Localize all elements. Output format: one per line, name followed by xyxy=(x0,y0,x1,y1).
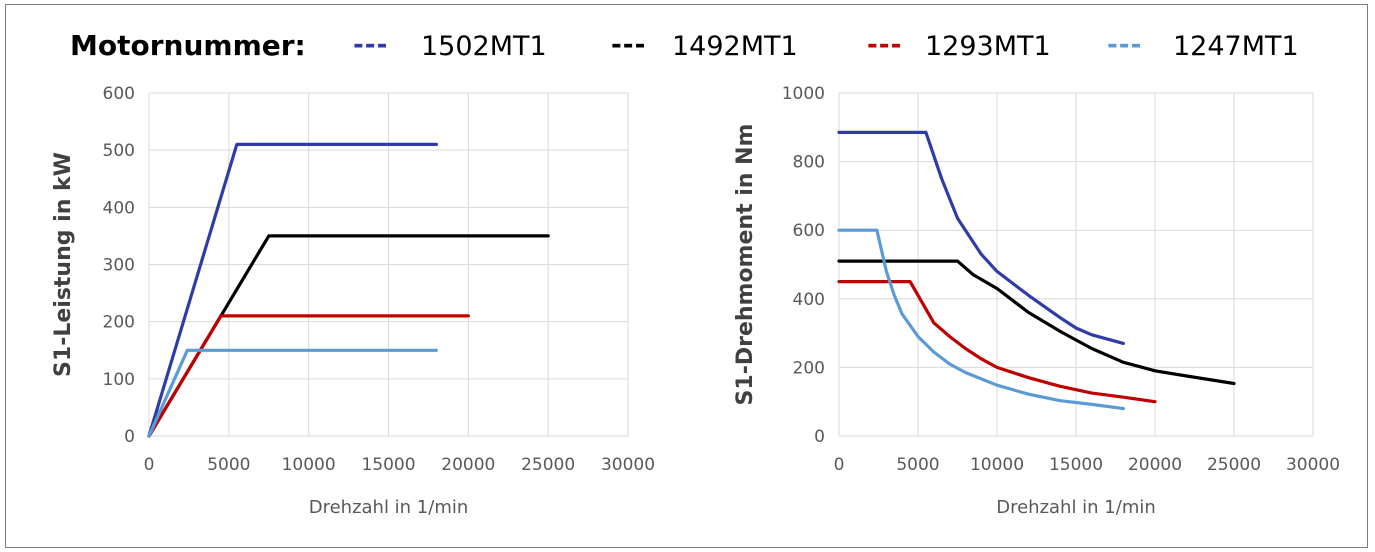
power-ytick-label: 500 xyxy=(103,141,135,161)
torque-xtick-label: 20000 xyxy=(1128,455,1182,475)
power-ytick-label: 200 xyxy=(103,313,135,333)
power-xtick-label: 10000 xyxy=(282,455,336,475)
power-series-1247MT1 xyxy=(147,348,438,438)
chart-frame xyxy=(5,4,1368,548)
legend-label-1293MT1: 1293MT1 xyxy=(925,31,1051,62)
torque-xtick-label: 10000 xyxy=(970,455,1024,475)
legend-swatch-1492MT1: --- xyxy=(611,30,647,60)
torque-series-1293MT1 xyxy=(837,280,1157,404)
torque-xtick-label: 5000 xyxy=(896,455,939,475)
torque-ytick-label: 0 xyxy=(814,427,825,447)
power-ytick-label: 100 xyxy=(103,370,135,390)
legend-label-1492MT1: 1492MT1 xyxy=(672,31,798,62)
torque-series-1247MT1 xyxy=(837,228,1126,411)
power-ytick-label: 0 xyxy=(124,427,135,447)
power-xtick-label: 25000 xyxy=(521,455,575,475)
torque-ytick-label: 400 xyxy=(793,290,825,310)
legend: Motornummer: --- 1502MT1 --- 1492MT1 ---… xyxy=(0,0,1375,80)
power-series-1293MT1 xyxy=(147,314,470,438)
legend-swatch-1247MT1: --- xyxy=(1107,30,1143,60)
power-x-axis-title: Drehzahl in 1/min xyxy=(309,497,469,518)
power-ytick-label: 600 xyxy=(103,84,135,104)
torque-series-1492MT1 xyxy=(837,259,1236,386)
legend-title: Motornummer: xyxy=(70,29,306,62)
power-y-axis-title: S1-Leistung in kW xyxy=(51,152,76,377)
power-xtick-label: 0 xyxy=(144,455,155,475)
legend-label-1502MT1: 1502MT1 xyxy=(421,31,547,62)
power-xtick-label: 30000 xyxy=(601,455,655,475)
power-ytick-label: 400 xyxy=(103,198,135,218)
legend-label-1247MT1: 1247MT1 xyxy=(1173,31,1299,62)
torque-xtick-label: 25000 xyxy=(1207,455,1261,475)
torque-y-axis-title: S1-Drehmoment in Nm xyxy=(733,124,758,406)
power-ytick-label: 300 xyxy=(103,256,135,276)
power-xtick-label: 15000 xyxy=(361,455,415,475)
torque-xtick-label: 15000 xyxy=(1049,455,1103,475)
torque-xtick-label: 30000 xyxy=(1286,455,1340,475)
legend-swatch-1502MT1: --- xyxy=(353,30,389,60)
torque-x-axis-title: Drehzahl in 1/min xyxy=(996,497,1156,518)
power-xtick-label: 20000 xyxy=(441,455,495,475)
torque-ytick-label: 1000 xyxy=(782,84,825,104)
torque-series-1502MT1 xyxy=(837,130,1126,345)
power-xtick-label: 5000 xyxy=(207,455,250,475)
power-series-1502MT1 xyxy=(147,142,438,438)
torque-xtick-label: 0 xyxy=(834,455,845,475)
legend-swatch-1293MT1: --- xyxy=(867,30,903,60)
torque-ytick-label: 800 xyxy=(793,153,825,173)
torque-ytick-label: 200 xyxy=(793,358,825,378)
torque-ytick-label: 600 xyxy=(793,221,825,241)
